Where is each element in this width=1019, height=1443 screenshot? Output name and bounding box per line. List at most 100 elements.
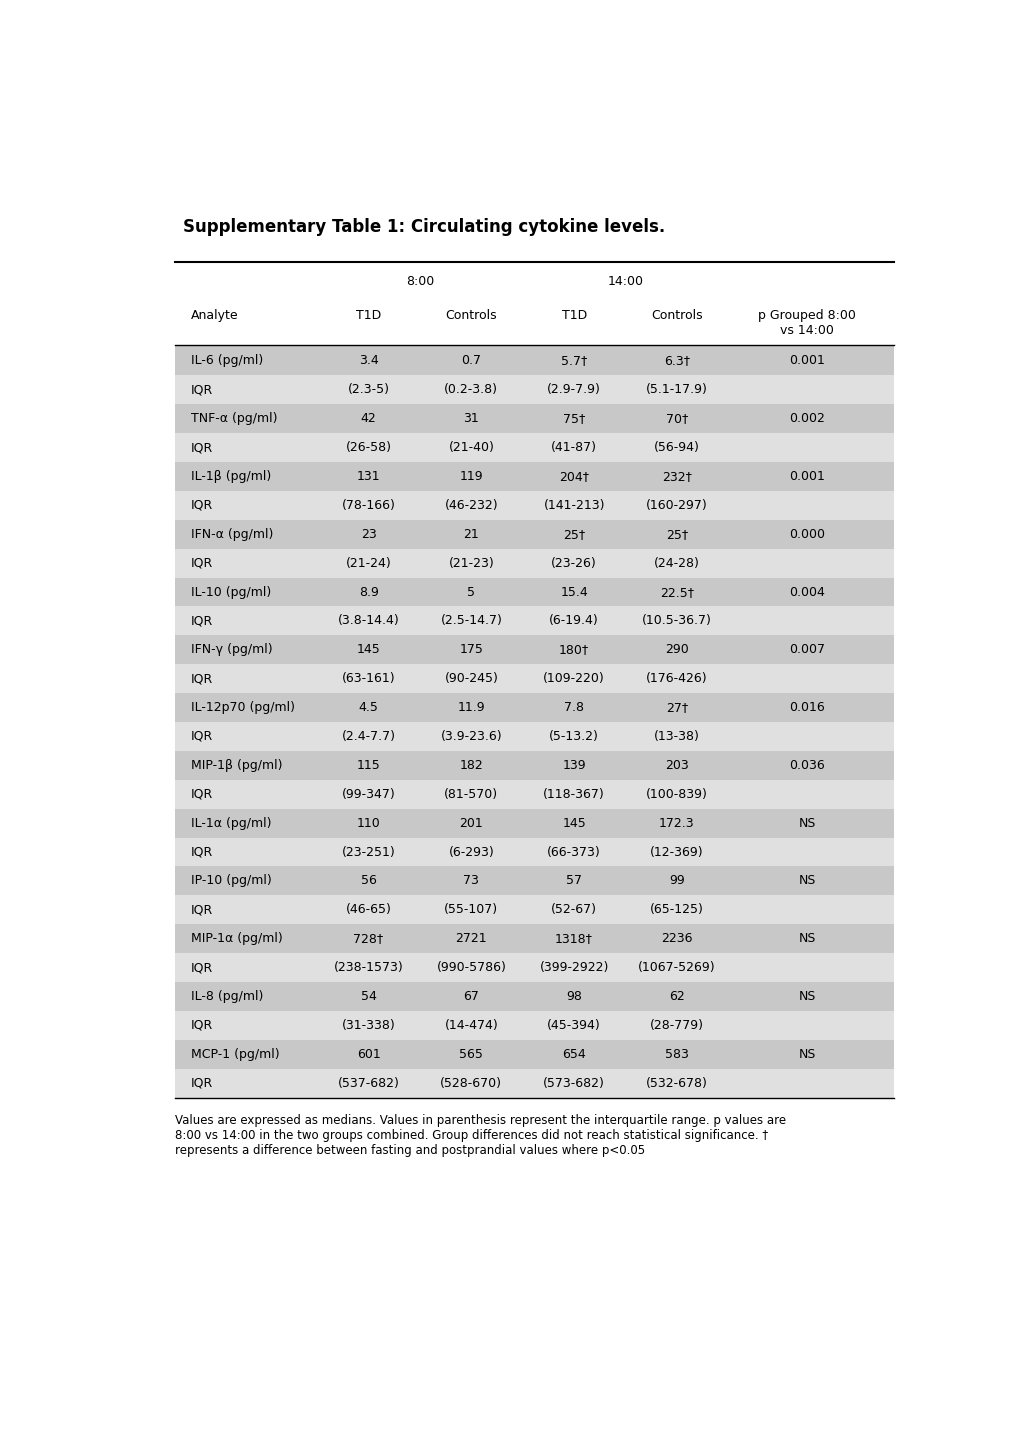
Text: IL-8 (pg/ml): IL-8 (pg/ml) xyxy=(191,990,263,1003)
Text: (13-38): (13-38) xyxy=(653,730,699,743)
Text: IFN-α (pg/ml): IFN-α (pg/ml) xyxy=(191,528,273,541)
Text: p Grouped 8:00
vs 14:00: p Grouped 8:00 vs 14:00 xyxy=(758,309,855,336)
Text: 3.4: 3.4 xyxy=(359,355,378,368)
Bar xyxy=(175,925,894,954)
Text: MIP-1α (pg/ml): MIP-1α (pg/ml) xyxy=(191,932,282,945)
Text: (23-251): (23-251) xyxy=(341,846,395,859)
Bar xyxy=(175,750,894,779)
Text: (3.9-23.6): (3.9-23.6) xyxy=(440,730,501,743)
Text: 27†: 27† xyxy=(665,701,688,714)
Text: 73: 73 xyxy=(463,874,479,887)
Text: (21-24): (21-24) xyxy=(345,557,391,570)
Bar xyxy=(175,1069,894,1098)
Text: (21-23): (21-23) xyxy=(448,557,494,570)
Text: (10.5-36.7): (10.5-36.7) xyxy=(641,615,711,628)
Text: MIP-1β (pg/ml): MIP-1β (pg/ml) xyxy=(191,759,282,772)
Text: (21-40): (21-40) xyxy=(448,442,494,455)
Text: 201: 201 xyxy=(459,817,483,830)
Text: 728†: 728† xyxy=(354,932,383,945)
Text: IFN-γ (pg/ml): IFN-γ (pg/ml) xyxy=(191,644,272,657)
Text: Controls: Controls xyxy=(445,309,496,322)
Text: 8.9: 8.9 xyxy=(359,586,378,599)
Text: (2.5-14.7): (2.5-14.7) xyxy=(440,615,501,628)
Text: (81-570): (81-570) xyxy=(444,788,498,801)
Text: IP-10 (pg/ml): IP-10 (pg/ml) xyxy=(191,874,271,887)
Text: 204†: 204† xyxy=(558,470,589,483)
Text: (5.1-17.9): (5.1-17.9) xyxy=(645,384,707,397)
Text: (532-678): (532-678) xyxy=(645,1076,707,1089)
Text: IL-6 (pg/ml): IL-6 (pg/ml) xyxy=(191,355,263,368)
Text: T1D: T1D xyxy=(560,309,586,322)
Bar xyxy=(175,404,894,433)
Text: 25†: 25† xyxy=(562,528,585,541)
Text: 110: 110 xyxy=(357,817,380,830)
Text: 22.5†: 22.5† xyxy=(659,586,693,599)
Text: (46-65): (46-65) xyxy=(345,903,391,916)
Text: 119: 119 xyxy=(460,470,483,483)
Text: 0.004: 0.004 xyxy=(789,586,824,599)
Text: (100-839): (100-839) xyxy=(645,788,707,801)
Text: (5-13.2): (5-13.2) xyxy=(548,730,598,743)
Text: (573-682): (573-682) xyxy=(543,1076,604,1089)
Text: 565: 565 xyxy=(459,1048,483,1061)
Text: (23-26): (23-26) xyxy=(550,557,596,570)
Text: NS: NS xyxy=(798,990,815,1003)
Text: Controls: Controls xyxy=(650,309,702,322)
Text: (99-347): (99-347) xyxy=(341,788,395,801)
Text: (52-67): (52-67) xyxy=(550,903,596,916)
Text: IL-1α (pg/ml): IL-1α (pg/ml) xyxy=(191,817,271,830)
Text: IQR: IQR xyxy=(191,557,213,570)
Text: 0.000: 0.000 xyxy=(789,528,824,541)
Text: (1067-5269): (1067-5269) xyxy=(638,961,715,974)
Text: 0.016: 0.016 xyxy=(789,701,824,714)
Bar xyxy=(175,1012,894,1040)
Text: IQR: IQR xyxy=(191,903,213,916)
Text: (6-19.4): (6-19.4) xyxy=(548,615,598,628)
Text: (63-161): (63-161) xyxy=(341,672,395,685)
Text: IQR: IQR xyxy=(191,730,213,743)
Text: NS: NS xyxy=(798,1048,815,1061)
Text: (14-474): (14-474) xyxy=(444,1019,497,1032)
Text: 131: 131 xyxy=(357,470,380,483)
Text: (45-394): (45-394) xyxy=(547,1019,600,1032)
Bar xyxy=(175,808,894,837)
Text: (160-297): (160-297) xyxy=(645,499,707,512)
Text: 99: 99 xyxy=(668,874,684,887)
Bar xyxy=(175,954,894,983)
Text: IQR: IQR xyxy=(191,384,213,397)
Text: IQR: IQR xyxy=(191,442,213,455)
Bar xyxy=(175,1040,894,1069)
Text: 57: 57 xyxy=(566,874,582,887)
Text: (41-87): (41-87) xyxy=(550,442,596,455)
Text: 21: 21 xyxy=(463,528,479,541)
Text: NS: NS xyxy=(798,874,815,887)
Text: (78-166): (78-166) xyxy=(341,499,395,512)
Text: 75†: 75† xyxy=(562,413,585,426)
Text: (537-682): (537-682) xyxy=(337,1076,399,1089)
Bar xyxy=(175,896,894,925)
Bar xyxy=(175,866,894,896)
Bar xyxy=(175,491,894,519)
Text: 0.036: 0.036 xyxy=(789,759,824,772)
Bar xyxy=(175,837,894,866)
Text: (176-426): (176-426) xyxy=(645,672,707,685)
Text: (26-58): (26-58) xyxy=(345,442,391,455)
Text: 70†: 70† xyxy=(665,413,688,426)
Text: Supplementary Table 1: Circulating cytokine levels.: Supplementary Table 1: Circulating cytok… xyxy=(182,218,664,235)
Text: 203: 203 xyxy=(664,759,688,772)
Text: T1D: T1D xyxy=(356,309,381,322)
Text: (238-1573): (238-1573) xyxy=(333,961,404,974)
Text: (28-779): (28-779) xyxy=(649,1019,703,1032)
Text: 4.5: 4.5 xyxy=(359,701,378,714)
Text: IQR: IQR xyxy=(191,846,213,859)
Text: 98: 98 xyxy=(566,990,582,1003)
Text: 67: 67 xyxy=(463,990,479,1003)
Text: (31-338): (31-338) xyxy=(341,1019,395,1032)
Text: (141-213): (141-213) xyxy=(543,499,604,512)
Text: 115: 115 xyxy=(357,759,380,772)
Text: 232†: 232† xyxy=(661,470,691,483)
Text: (56-94): (56-94) xyxy=(653,442,699,455)
Bar xyxy=(175,519,894,548)
Text: (3.8-14.4): (3.8-14.4) xyxy=(337,615,399,628)
Text: 54: 54 xyxy=(361,990,376,1003)
